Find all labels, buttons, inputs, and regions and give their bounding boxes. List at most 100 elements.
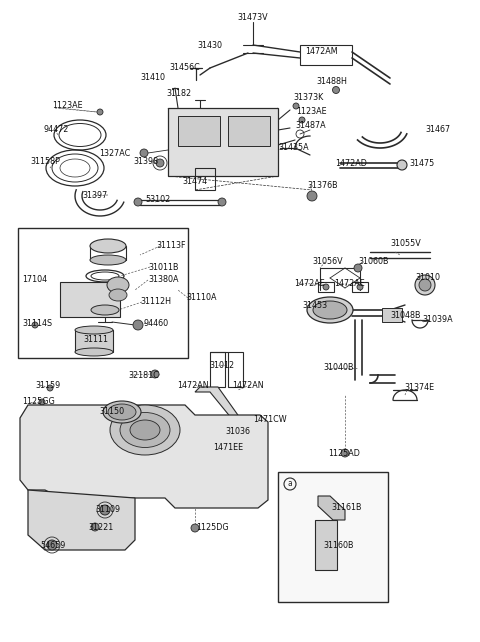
Text: 31474: 31474 [182,177,207,186]
Ellipse shape [107,277,129,293]
Bar [18,228,188,358]
Text: 31430: 31430 [197,40,223,49]
Bar [318,282,334,292]
Text: 1472AE: 1472AE [294,279,325,288]
Circle shape [151,370,159,378]
Ellipse shape [75,348,113,356]
Text: 1472AN: 1472AN [177,381,209,390]
Text: 1472AN: 1472AN [232,381,264,390]
Circle shape [133,320,143,330]
Circle shape [97,109,103,115]
Text: 31397: 31397 [83,191,108,200]
Text: 31150: 31150 [99,408,125,417]
Circle shape [299,117,305,123]
Bar [75,330,113,352]
Text: 31159: 31159 [35,381,60,390]
Text: 53102: 53102 [145,196,170,205]
Text: 31110A: 31110A [186,293,216,302]
Bar [195,168,215,190]
Text: 31060B: 31060B [358,257,388,266]
Text: 1125GG: 1125GG [22,397,55,406]
Circle shape [397,160,407,170]
Circle shape [91,523,99,531]
Text: 31039A: 31039A [422,315,453,324]
Text: 31456C: 31456C [169,64,200,73]
Text: 31473V: 31473V [238,13,268,22]
Text: 31161B: 31161B [331,503,361,512]
Text: a: a [205,455,210,464]
Text: 31158P: 31158P [30,157,60,166]
Circle shape [354,264,362,272]
Circle shape [293,103,299,109]
Circle shape [333,87,339,94]
Text: 94460: 94460 [144,318,169,327]
Text: 31453: 31453 [302,300,327,309]
Bar [228,352,243,387]
Text: 31056V: 31056V [312,257,343,266]
Circle shape [134,198,142,206]
Text: 31040B: 31040B [323,363,353,372]
Ellipse shape [130,420,160,440]
Circle shape [323,284,329,290]
Polygon shape [28,490,135,550]
Text: 31048B: 31048B [390,311,420,320]
Bar [210,352,225,387]
Circle shape [32,322,38,328]
Text: 31221: 31221 [88,523,113,532]
Ellipse shape [90,239,126,253]
Polygon shape [195,387,248,465]
Circle shape [341,449,349,457]
Text: 31488H: 31488H [316,78,347,87]
Circle shape [140,149,148,157]
Text: 31435A: 31435A [278,143,309,152]
Bar [315,520,337,570]
Text: 31160B: 31160B [323,541,353,550]
Ellipse shape [103,401,141,423]
Text: 31113F: 31113F [156,241,185,250]
Circle shape [191,524,199,532]
Circle shape [415,275,435,295]
Circle shape [47,385,53,391]
Circle shape [156,159,164,167]
Text: 1123AE: 1123AE [296,107,326,116]
Text: 31376B: 31376B [307,180,337,189]
Text: 31374E: 31374E [404,383,434,392]
Text: 31475: 31475 [409,159,434,168]
Text: 31055V: 31055V [390,239,421,248]
Bar [382,308,402,322]
Text: 31398: 31398 [133,157,158,166]
Text: 1471CW: 1471CW [253,415,287,424]
Text: 31011B: 31011B [148,263,179,272]
Text: a: a [288,480,292,489]
Bar [178,116,220,146]
Text: 54659: 54659 [40,541,65,550]
Circle shape [307,191,317,201]
Circle shape [39,399,45,405]
Text: 1327AC: 1327AC [99,148,130,157]
Circle shape [218,198,226,206]
Ellipse shape [120,413,170,447]
Circle shape [419,279,431,291]
Text: 31111: 31111 [84,336,108,345]
Circle shape [357,284,363,290]
Polygon shape [318,496,345,520]
Text: 31109: 31109 [95,505,120,514]
Text: 94472: 94472 [44,125,70,135]
Ellipse shape [245,421,259,429]
Text: 1125DG: 1125DG [196,523,228,532]
Ellipse shape [313,301,347,319]
Bar [60,282,120,317]
Text: 1472AM: 1472AM [305,48,337,56]
Text: 31114S: 31114S [22,318,52,327]
Bar [352,282,368,292]
Text: 31182: 31182 [167,89,192,98]
Bar [228,116,270,146]
Ellipse shape [110,405,180,455]
Text: 31036: 31036 [225,428,250,437]
Circle shape [100,505,110,515]
Bar [278,472,388,602]
Text: 1471EE: 1471EE [213,442,243,451]
Bar [300,45,352,65]
Polygon shape [20,405,268,508]
Text: 17104: 17104 [22,275,47,284]
